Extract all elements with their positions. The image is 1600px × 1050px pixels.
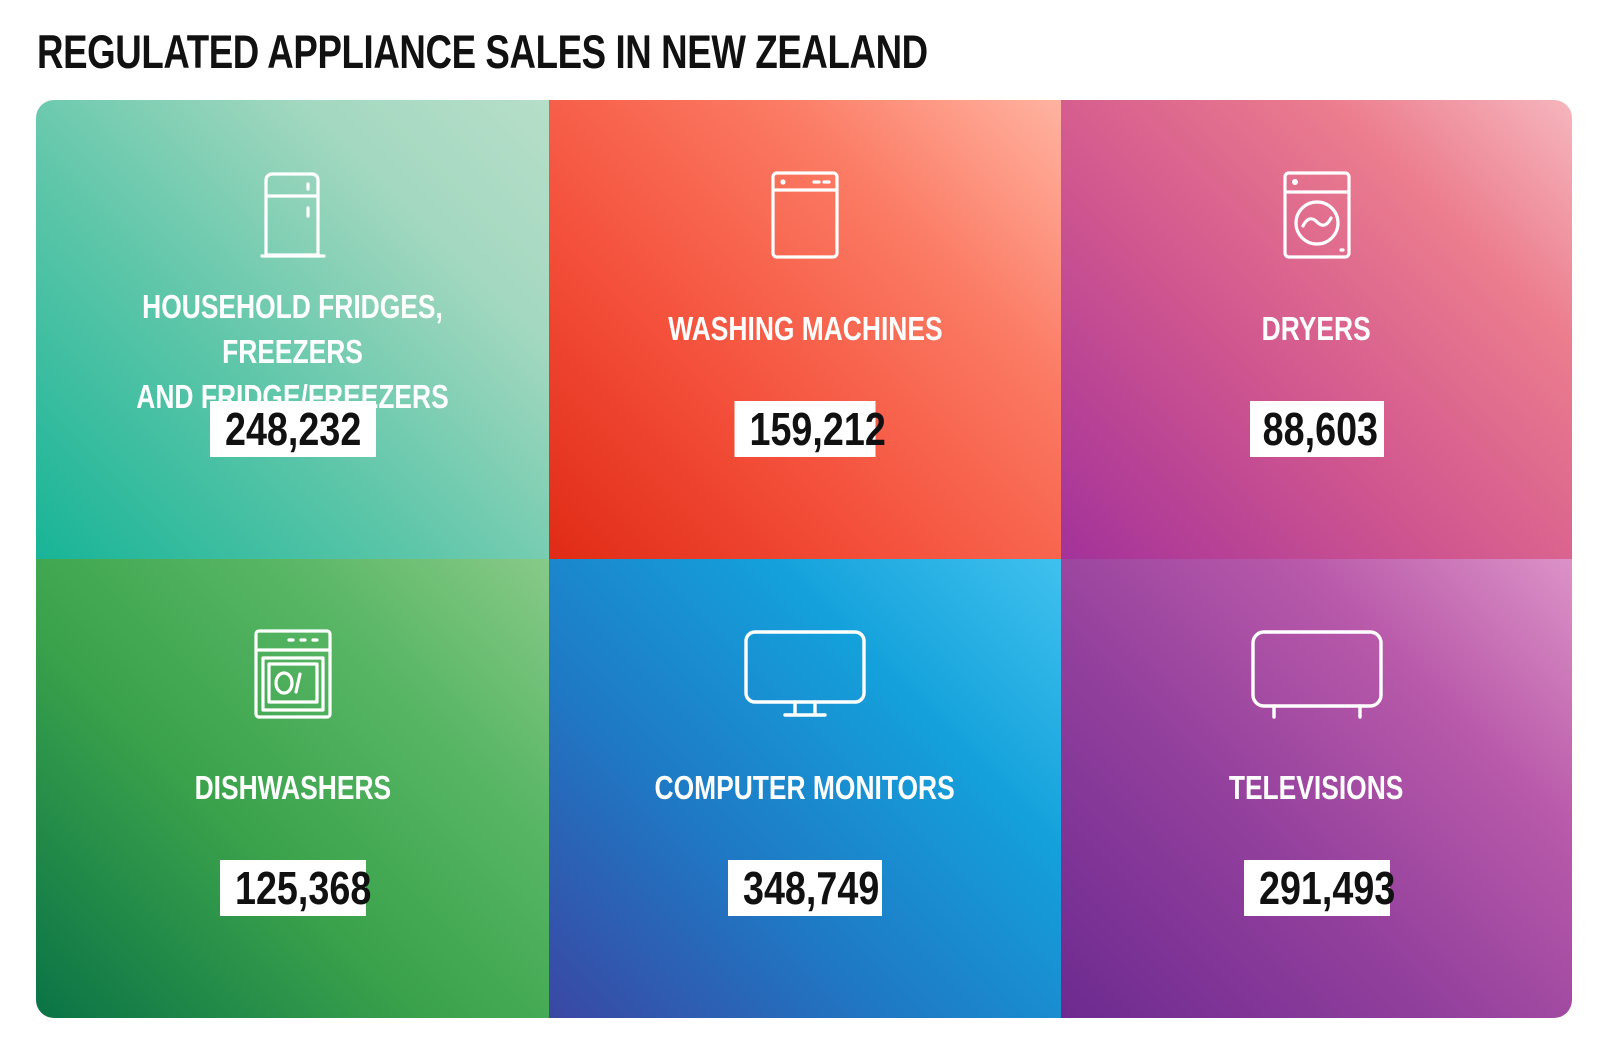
tile-value: 348,749 <box>728 860 882 916</box>
tile-value: 125,368 <box>219 860 371 916</box>
tile-dryers: DRYERS 88,603 <box>1061 100 1572 559</box>
tile-value: 88,603 <box>1249 401 1384 457</box>
page-title: REGULATED APPLIANCE SALES IN NEW ZEALAND <box>37 25 928 78</box>
tile-washing-machines: WASHING MACHINES 159,212 <box>549 100 1061 559</box>
television-icon <box>1250 629 1384 721</box>
dryer-icon <box>1281 170 1353 260</box>
tile-value: 159,212 <box>734 401 886 457</box>
appliance-grid: HOUSEHOLD FRIDGES, FREEZERS AND FRIDGE/F… <box>36 100 1572 1018</box>
tile-dishwashers: DISHWASHERS 125,368 <box>36 559 549 1018</box>
tile-televisions: TELEVISIONS 291,493 <box>1061 559 1572 1018</box>
tile-value: 248,232 <box>209 401 376 457</box>
tile-label: COMPUTER MONITORS <box>654 769 956 806</box>
tile-label: HOUSEHOLD FRIDGES, FREEZERS AND FRIDGE/F… <box>136 288 449 415</box>
fridge-icon <box>259 170 326 260</box>
monitor-icon <box>743 629 867 721</box>
washing-machine-icon <box>769 170 841 260</box>
tile-fridges: HOUSEHOLD FRIDGES, FREEZERS AND FRIDGE/F… <box>36 100 549 559</box>
tile-label: TELEVISIONS <box>1229 769 1404 806</box>
tile-computer-monitors: COMPUTER MONITORS 348,749 <box>549 559 1061 1018</box>
tile-value: 291,493 <box>1243 860 1395 916</box>
dishwasher-icon <box>253 628 333 720</box>
tile-label: WASHING MACHINES <box>667 310 943 347</box>
tile-label: DISHWASHERS <box>194 769 391 806</box>
tile-label: DRYERS <box>1261 310 1372 347</box>
